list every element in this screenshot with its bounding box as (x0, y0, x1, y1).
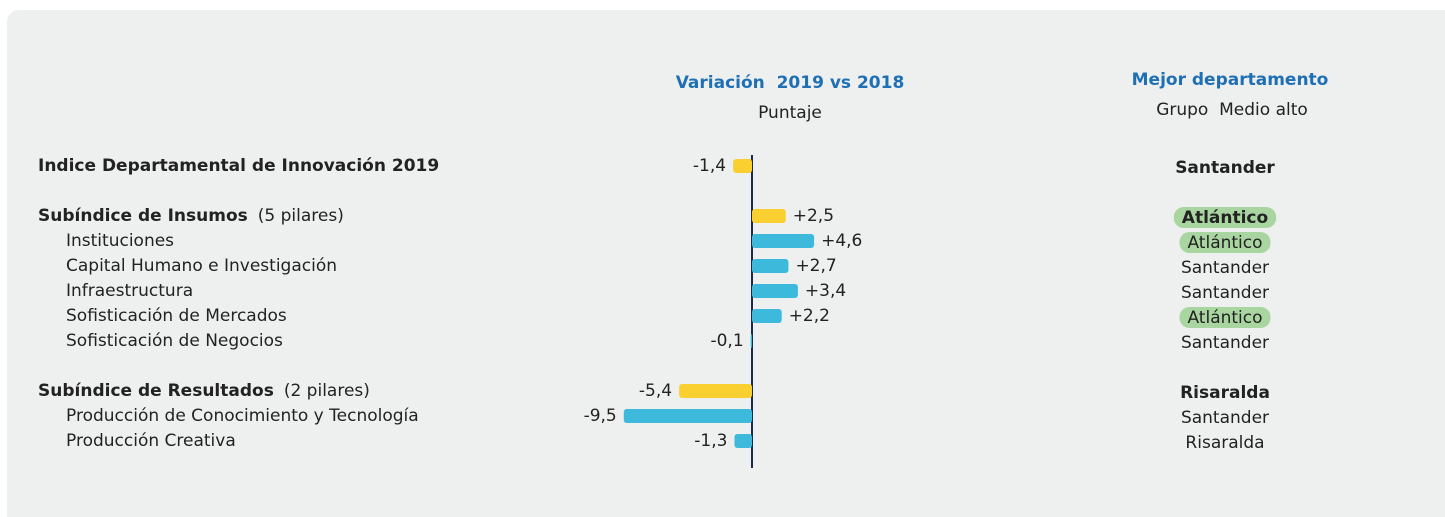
bar (752, 209, 786, 223)
bar (679, 384, 752, 398)
category-label: Subíndice de Resultados (2 pilares) (38, 381, 370, 401)
category-name: Capital Humano e Investigación (66, 256, 337, 276)
bar (752, 309, 782, 323)
best-department: Atlántico (1187, 308, 1262, 328)
value-label: +3,4 (805, 281, 846, 301)
category-name: Indice Departamental de Innovación 2019 (38, 156, 439, 176)
category-name: Producción Creativa (66, 431, 236, 451)
category-label: Capital Humano e Investigación (66, 256, 337, 276)
category-label: Indice Departamental de Innovación 2019 (38, 156, 439, 176)
category-name: Instituciones (66, 231, 174, 251)
best-department: Atlántico (1187, 233, 1262, 253)
value-label: -5,4 (639, 381, 672, 401)
category-note: (5 pilares) (258, 206, 344, 226)
highlight-pill (1173, 207, 1277, 228)
category-name: Sofisticación de Mercados (66, 306, 287, 326)
bar (752, 234, 815, 248)
highlight-pill (1179, 307, 1271, 328)
bar (733, 159, 752, 173)
category-name: Sofisticación de Negocios (66, 331, 283, 351)
value-label: +2,2 (789, 306, 830, 326)
best-department: Santander (1175, 158, 1275, 178)
chart-title: Variación 2019 vs 2018 (676, 73, 905, 93)
best-department: Santander (1181, 408, 1269, 428)
category-name: Infraestructura (66, 281, 193, 301)
bar (750, 334, 752, 348)
category-label: Producción de Conocimiento y Tecnología (66, 406, 419, 426)
value-label: -1,3 (694, 431, 727, 451)
best-department: Santander (1181, 283, 1269, 303)
bar (752, 284, 798, 298)
category-label: Sofisticación de Mercados (66, 306, 287, 326)
bar (734, 434, 752, 448)
category-note: (2 pilares) (284, 381, 370, 401)
best-department: Santander (1181, 258, 1269, 278)
bar (623, 409, 752, 423)
best-department: Risaralda (1185, 433, 1264, 453)
value-label: -0,1 (710, 331, 743, 351)
bar (752, 259, 789, 273)
best-subtitle: Grupo Medio alto (1156, 100, 1308, 120)
highlight-pill (1179, 232, 1271, 253)
category-name: Producción de Conocimiento y Tecnología (66, 406, 419, 426)
category-label: Infraestructura (66, 281, 193, 301)
category-name: Subíndice de Resultados (38, 381, 274, 401)
value-label: -9,5 (584, 406, 617, 426)
category-label: Instituciones (66, 231, 174, 251)
card (7, 10, 1445, 517)
category-label: Producción Creativa (66, 431, 236, 451)
best-department: Risaralda (1180, 383, 1270, 403)
value-label: +2,7 (795, 256, 836, 276)
category-label: Sofisticación de Negocios (66, 331, 283, 351)
value-label: +2,5 (793, 206, 834, 226)
category-label: Subíndice de Insumos (5 pilares) (38, 206, 344, 226)
best-department: Santander (1181, 333, 1269, 353)
category-name: Subíndice de Insumos (38, 206, 248, 226)
best-title: Mejor departamento (1132, 70, 1329, 90)
value-label: +4,6 (821, 231, 862, 251)
best-department: Atlántico (1182, 208, 1268, 228)
value-label: -1,4 (693, 156, 726, 176)
chart-subtitle: Puntaje (758, 103, 822, 123)
